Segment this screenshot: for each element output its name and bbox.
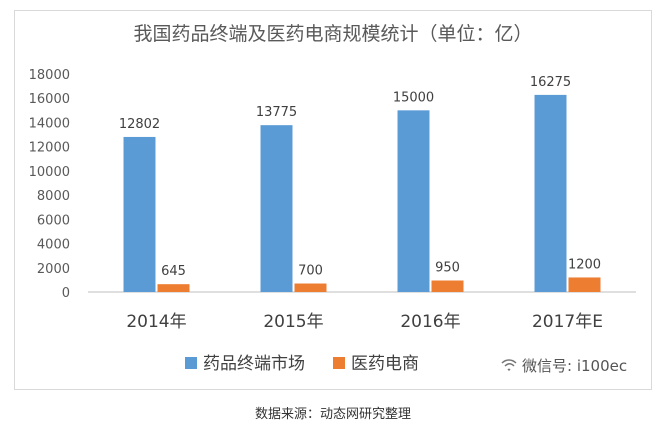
bar-ecommerce — [294, 283, 327, 292]
source-caption: 数据来源：动态网研究整理 — [254, 407, 411, 422]
legend: 药品终端市场 医药电商 — [185, 354, 419, 374]
watermark: 微信号: i100ec — [500, 355, 627, 376]
legend-label: 药品终端市场 — [203, 354, 305, 374]
y-tick-label: 0 — [62, 286, 70, 301]
x-tick-label: 2017年E — [532, 312, 603, 332]
data-label: 1200 — [568, 257, 601, 272]
bar-pharma-terminal — [397, 110, 430, 292]
y-tick-label: 4000 — [37, 238, 70, 253]
y-tick-label: 2000 — [37, 262, 70, 277]
bar-ecommerce — [431, 280, 464, 292]
bar-pharma-terminal — [260, 125, 293, 293]
bar-ecommerce — [568, 277, 601, 292]
x-axis: 2014年 2015年 2016年 2017年E — [88, 291, 636, 332]
bars: 12802 645 13775 700 15000 950 16275 1200 — [119, 75, 601, 293]
legend-swatch — [333, 357, 345, 369]
data-label: 16275 — [530, 75, 571, 90]
y-tick-label: 12000 — [29, 141, 70, 156]
data-label: 12802 — [119, 117, 160, 132]
bar-ecommerce — [157, 284, 190, 292]
y-tick-label: 18000 — [29, 68, 70, 83]
y-axis: 0 2000 4000 6000 8000 10000 12000 14000 16000 180… — [29, 68, 70, 301]
data-label: 700 — [298, 264, 323, 279]
legend-label: 医药电商 — [351, 354, 419, 374]
data-label: 645 — [161, 264, 186, 279]
wechat-icon — [501, 359, 517, 372]
data-label: 15000 — [393, 90, 434, 105]
y-tick-label: 10000 — [29, 165, 70, 180]
bar-pharma-terminal — [534, 94, 567, 293]
x-tick-label: 2015年 — [263, 312, 323, 332]
bar-pharma-terminal — [123, 136, 156, 292]
y-tick-label: 14000 — [29, 116, 70, 131]
y-tick-label: 6000 — [37, 213, 70, 228]
chart-title: 我国药品终端及医药电商规模统计（单位：亿） — [133, 23, 532, 45]
legend-swatch — [185, 357, 197, 369]
watermark-text: 微信号: i100ec — [522, 357, 628, 375]
data-label: 13775 — [256, 105, 297, 120]
data-label: 950 — [435, 260, 460, 275]
x-tick-label: 2014年 — [126, 312, 186, 332]
y-tick-label: 16000 — [29, 92, 70, 107]
x-tick-label: 2016年 — [400, 312, 460, 332]
y-tick-label: 8000 — [37, 189, 70, 204]
